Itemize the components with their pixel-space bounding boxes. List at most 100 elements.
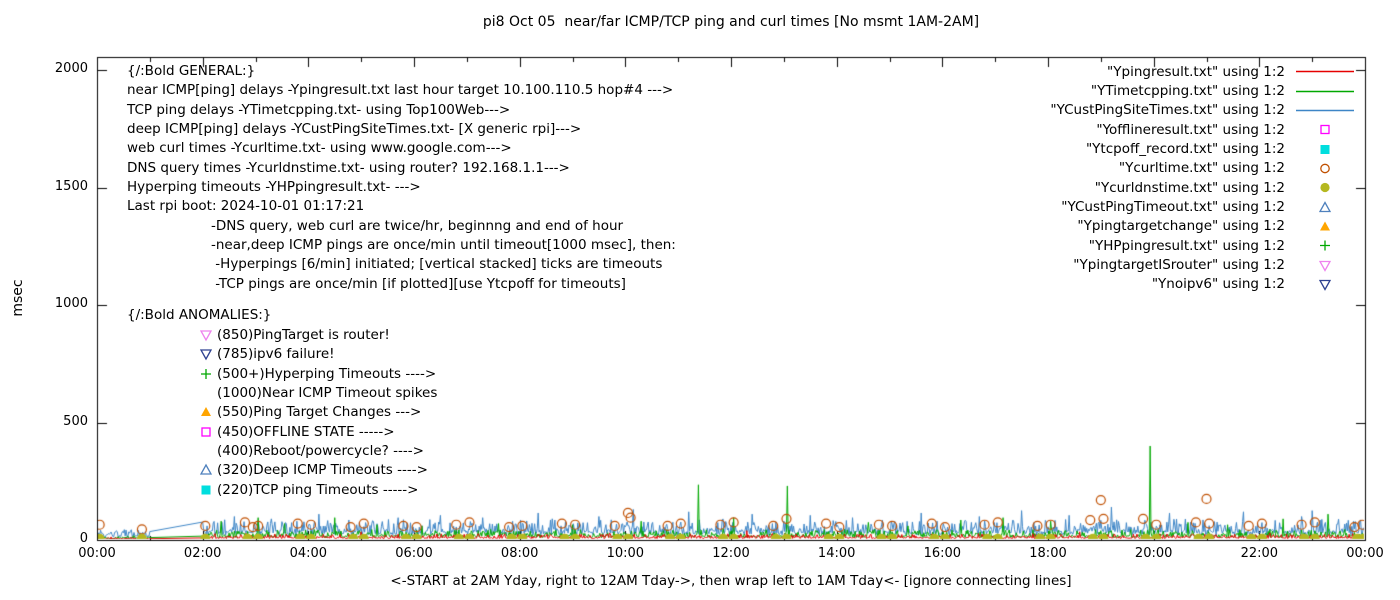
legend-item: "Ypingtargetchange" using 1:2 xyxy=(1050,217,1357,236)
legend-item: "YCustPingTimeout.txt" using 1:2 xyxy=(1050,197,1357,216)
legend-line-sample xyxy=(1285,84,1357,99)
legend-square-filled-icon xyxy=(1285,142,1357,157)
legend-item-label: "Ytcpoff_record.txt" using 1:2 xyxy=(1085,141,1285,158)
general-text-line: Last rpi boot: 2024-10-01 01:17:21 xyxy=(127,198,365,215)
x-tick-label: 18:00 xyxy=(1029,546,1067,561)
x-tick-label: 20:00 xyxy=(1134,546,1173,561)
general-annotations: {/:Bold GENERAL:} near ICMP[ping] delays … xyxy=(127,62,676,294)
legend-item-label: "YpingtargetISrouter" using 1:2 xyxy=(1073,257,1285,274)
legend-item-label: "Ycurltime.txt" using 1:2 xyxy=(1118,160,1285,177)
x-tick-label: 12:00 xyxy=(712,546,750,561)
measurement-notes: -DNS query, web curl are twice/hr, begin… xyxy=(127,217,676,294)
x-tick-label: 16:00 xyxy=(923,546,962,561)
legend-item: "Ycurldnstime.txt" using 1:2 xyxy=(1050,178,1357,197)
general-text-line: Hyperping timeouts -YHPpingresult.txt- -… xyxy=(127,179,421,196)
note-text-line: -DNS query, web curl are twice/hr, begin… xyxy=(211,217,624,234)
anomaly-item: (1000)Near ICMP Timeout spikes xyxy=(127,383,437,402)
legend-item-label: "Ypingtargetchange" using 1:2 xyxy=(1077,218,1285,235)
anomaly-item-label: (220)TCP ping Timeouts -----> xyxy=(217,481,419,498)
legend-circle-filled-icon xyxy=(1285,180,1357,195)
legend-item: "YCustPingSiteTimes.txt" using 1:2 xyxy=(1050,101,1357,120)
anomaly-item-label: (850)PingTarget is router! xyxy=(217,327,390,344)
general-text-line: near ICMP[ping] delays -Ypingresult.txt … xyxy=(127,82,674,99)
anomaly-triangle-down-open-icon xyxy=(199,347,213,361)
anomalies-title: {/:Bold ANOMALIES:} xyxy=(127,307,272,323)
note-text-line: -TCP pings are once/min [if plotted][use… xyxy=(211,275,626,292)
anomaly-item: (450)OFFLINE STATE -----> xyxy=(127,422,437,441)
note-text-line: -Hyperpings [6/min] initiated; [vertical… xyxy=(211,256,663,273)
legend-item: "YpingtargetISrouter" using 1:2 xyxy=(1050,255,1357,274)
legend-square-open-icon xyxy=(1285,122,1357,137)
y-tick-label: 1000 xyxy=(54,296,88,311)
legend-triangle-down-open-icon xyxy=(1285,277,1357,292)
x-tick-label: 04:00 xyxy=(289,546,328,561)
x-tick-label: 06:00 xyxy=(395,546,433,561)
x-tick-label: 10:00 xyxy=(606,546,645,561)
x-tick-label: 00:00 xyxy=(1346,546,1384,561)
general-text-line: {/:Bold GENERAL:} xyxy=(127,63,256,79)
anomaly-item-label: (1000)Near ICMP Timeout spikes xyxy=(217,385,438,402)
legend-triangle-up-filled-icon xyxy=(1285,219,1357,234)
legend-item-label: "YCustPingSiteTimes.txt" using 1:2 xyxy=(1050,102,1285,119)
chart-title: pi8 Oct 05 near/far ICMP/TCP ping and cu… xyxy=(482,14,980,30)
general-text-line: web curl times -Ycurltime.txt- using www… xyxy=(127,140,512,157)
legend-item: "Yofflineresult.txt" using 1:2 xyxy=(1050,120,1357,139)
legend-item-label: "Ynoipv6" using 1:2 xyxy=(1151,276,1285,293)
legend-triangle-up-open-icon xyxy=(1285,200,1357,215)
x-tick-label: 22:00 xyxy=(1240,546,1279,561)
anomaly-item-label: (450)OFFLINE STATE -----> xyxy=(217,423,395,440)
anomaly-item: (220)TCP ping Timeouts -----> xyxy=(127,480,437,499)
x-tick-label: 00:00 xyxy=(78,546,116,561)
anomaly-marker-spacer xyxy=(199,444,213,458)
anomaly-item-label: (550)Ping Target Changes ---> xyxy=(217,404,422,421)
legend-item-label: "YCustPingTimeout.txt" using 1:2 xyxy=(1061,199,1285,216)
anomaly-triangle-up-filled-icon xyxy=(199,405,213,419)
anomaly-item: (500+)Hyperping Timeouts ----> xyxy=(127,364,437,383)
anomaly-item-label: (320)Deep ICMP Timeouts ----> xyxy=(217,462,428,479)
legend-item: "Ynoipv6" using 1:2 xyxy=(1050,275,1357,294)
anomaly-item-label: (500+)Hyperping Timeouts ----> xyxy=(217,365,437,382)
legend-item: "YHPpingresult.txt" using 1:2 xyxy=(1050,236,1357,255)
y-tick-label: 1500 xyxy=(54,178,88,194)
y-tick-label: 0 xyxy=(79,531,88,546)
anomaly-triangle-down-open-icon xyxy=(199,328,213,342)
anomaly-item: (320)Deep ICMP Timeouts ----> xyxy=(127,461,437,480)
anomaly-marker-spacer xyxy=(199,386,213,400)
legend-item-label: "Ycurldnstime.txt" using 1:2 xyxy=(1094,179,1285,196)
legend-item: "Ypingresult.txt" using 1:2 xyxy=(1050,62,1357,81)
y-tick-label: 500 xyxy=(63,413,88,429)
anomaly-plus-icon xyxy=(199,367,213,381)
x-axis-label: <-START at 2AM Yday, right to 12AM Tday-… xyxy=(390,573,1072,589)
legend-triangle-down-open-icon xyxy=(1285,258,1357,273)
x-tick-label: 14:00 xyxy=(817,546,856,561)
y-tick-label: 2000 xyxy=(54,61,88,76)
anomaly-item: (785)ipv6 failure! xyxy=(127,345,437,364)
anomaly-item-label: (400)Reboot/powercycle? ----> xyxy=(217,443,424,460)
legend-item: "Ytcpoff_record.txt" using 1:2 xyxy=(1050,139,1357,158)
legend: "Ypingresult.txt" using 1:2 "YTimetcpping… xyxy=(1050,62,1357,294)
legend-item: "Ycurltime.txt" using 1:2 xyxy=(1050,159,1357,178)
legend-item-label: "Yofflineresult.txt" using 1:2 xyxy=(1096,121,1285,138)
anomaly-item: (400)Reboot/powercycle? ----> xyxy=(127,441,437,460)
y-axis-label: msec xyxy=(10,279,26,317)
anomaly-item: (850)PingTarget is router! xyxy=(127,325,437,344)
legend-circle-open-icon xyxy=(1285,161,1357,176)
general-text-line: DNS query times -Ycurldnstime.txt- using… xyxy=(127,159,570,176)
note-text-line: -near,deep ICMP pings are once/min until… xyxy=(211,237,676,254)
anomaly-item-label: (785)ipv6 failure! xyxy=(217,346,335,363)
legend-line-sample xyxy=(1285,64,1357,79)
general-text-line: deep ICMP[ping] delays -YCustPingSiteTim… xyxy=(127,121,582,138)
x-tick-label: 08:00 xyxy=(500,546,539,561)
legend-item: "YTimetcpping.txt" using 1:2 xyxy=(1050,81,1357,100)
anomaly-square-open-icon xyxy=(199,425,213,439)
legend-item-label: "YHPpingresult.txt" using 1:2 xyxy=(1088,237,1285,254)
anomaly-item: (550)Ping Target Changes ---> xyxy=(127,403,437,422)
anomaly-square-filled-icon xyxy=(199,483,213,497)
legend-item-label: "Ypingresult.txt" using 1:2 xyxy=(1107,63,1285,80)
general-text-line: TCP ping delays -YTimetcpping.txt- using… xyxy=(127,101,511,118)
x-tick-label: 02:00 xyxy=(183,546,222,561)
anomaly-triangle-up-open-icon xyxy=(199,463,213,477)
legend-plus-icon xyxy=(1285,238,1357,253)
anomalies-annotations: {/:Bold ANOMALIES:} (850)PingTarget is ro… xyxy=(127,306,437,499)
